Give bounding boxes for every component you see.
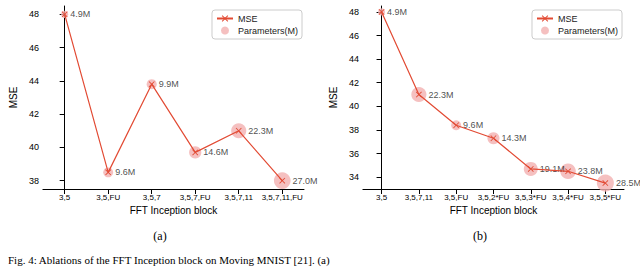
html-text:Fig. 4: Ablations of the FFT I: Fig. 4: Ablations of the FFT Inception b…: [8, 254, 330, 266]
svg-text:38: 38: [349, 125, 359, 135]
svg-text:3,5,5*FU: 3,5,5*FU: [590, 193, 622, 202]
svg-text:46: 46: [349, 31, 359, 41]
svg-text:9.9M: 9.9M: [159, 79, 179, 89]
svg-text:42: 42: [349, 78, 359, 88]
svg-text:3,5,7,FU: 3,5,7,FU: [180, 193, 211, 202]
svg-text:MSE: MSE: [8, 86, 19, 108]
svg-text:48: 48: [349, 7, 359, 17]
svg-text:44: 44: [29, 76, 39, 86]
svg-text:46: 46: [29, 43, 39, 53]
svg-text:4.9M: 4.9M: [70, 9, 90, 19]
svg-text:36: 36: [349, 149, 359, 159]
svg-text:34: 34: [349, 172, 359, 182]
svg-text:9.6M: 9.6M: [115, 167, 135, 177]
svg-text:27.0M: 27.0M: [293, 176, 318, 186]
svg-text:48: 48: [29, 9, 39, 19]
svg-text:38: 38: [29, 176, 39, 186]
svg-text:3,5,2*FU: 3,5,2*FU: [478, 193, 510, 202]
svg-text:14.6M: 14.6M: [203, 147, 228, 157]
svg-text:44: 44: [349, 54, 359, 64]
svg-text:MSE: MSE: [328, 86, 339, 108]
svg-text:14.3M: 14.3M: [502, 133, 527, 143]
svg-text:3,5,7,11,FU: 3,5,7,11,FU: [262, 193, 303, 202]
svg-text:MSE: MSE: [558, 14, 578, 24]
svg-text:FFT Inception block: FFT Inception block: [130, 205, 219, 216]
svg-text:3,5,7,11: 3,5,7,11: [405, 193, 434, 202]
svg-text:40: 40: [29, 142, 39, 152]
svg-text:3,5,FU: 3,5,FU: [96, 193, 120, 202]
svg-text:19.1M: 19.1M: [540, 164, 565, 174]
svg-text:28.5M: 28.5M: [616, 178, 640, 188]
svg-text:(a): (a): [153, 229, 166, 243]
svg-text:Parameters(M): Parameters(M): [558, 26, 618, 36]
svg-text:23.8M: 23.8M: [578, 166, 603, 176]
svg-text:Parameters(M): Parameters(M): [238, 26, 298, 36]
svg-text:9.6M: 9.6M: [463, 120, 484, 131]
svg-text:3,5,FU: 3,5,FU: [444, 193, 468, 202]
svg-text:40: 40: [349, 101, 359, 111]
svg-text:3,5,3*FU: 3,5,3*FU: [515, 193, 547, 202]
svg-text:3,5,7,11: 3,5,7,11: [225, 193, 254, 202]
svg-text:4.9M: 4.9M: [387, 7, 407, 17]
svg-text:3,5: 3,5: [376, 193, 388, 202]
svg-text:FFT Inception block: FFT Inception block: [450, 205, 539, 216]
svg-text:3,5,7: 3,5,7: [143, 193, 161, 202]
svg-text:3,5: 3,5: [59, 193, 71, 202]
svg-text:3,5,4*FU: 3,5,4*FU: [552, 193, 584, 202]
svg-text:42: 42: [29, 109, 39, 119]
svg-text:(b): (b): [473, 229, 487, 243]
svg-text:22.3M: 22.3M: [248, 126, 273, 136]
svg-text:22.3M: 22.3M: [428, 90, 453, 100]
svg-text:MSE: MSE: [238, 14, 258, 24]
